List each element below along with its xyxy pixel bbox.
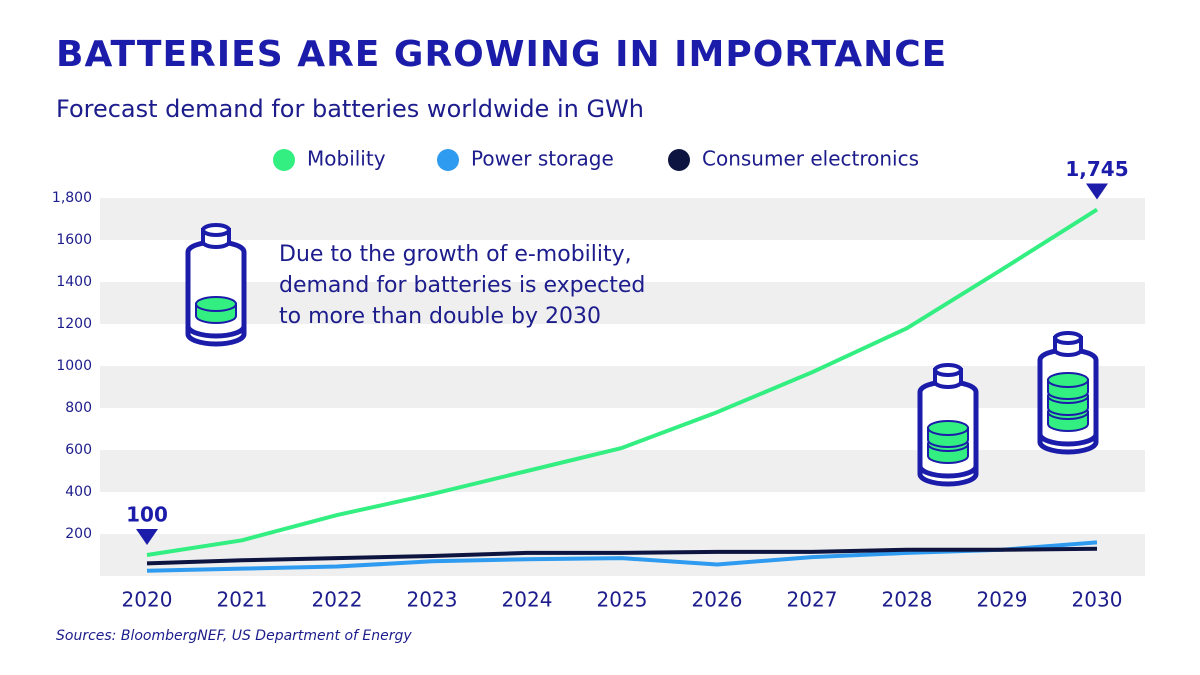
x-tick-label: 2026: [692, 588, 743, 612]
label-pointer: [1086, 183, 1108, 200]
x-tick-label: 2025: [597, 588, 648, 612]
chart-title: BATTERIES ARE GROWING IN IMPORTANCE: [56, 34, 947, 75]
series-line: [146, 546, 1098, 566]
battery-icon: [188, 225, 244, 344]
y-tick-label: 1400: [56, 274, 92, 290]
y-tick-label: 800: [65, 400, 92, 416]
legend-marker: [273, 149, 295, 171]
annotation: Due to the growth of e-mobility,: [279, 242, 632, 267]
label-pointer: [136, 529, 158, 545]
x-tick-label: 2023: [407, 588, 458, 612]
y-tick-label: 1200: [56, 316, 92, 332]
source-note: Sources: BloombergNEF, US Department of …: [56, 628, 412, 644]
y-tick-label: 400: [65, 484, 92, 500]
x-tick-label: 2030: [1072, 588, 1123, 612]
battery-icon: [1040, 333, 1096, 452]
y-tick-label: 1,800: [52, 190, 92, 206]
chart-subtitle: Forecast demand for batteries worldwide …: [56, 95, 644, 123]
legend-label: Mobility: [307, 147, 386, 171]
data-label: 100: [126, 503, 168, 527]
legend-marker: [437, 149, 459, 171]
x-tick-label: 2029: [977, 588, 1028, 612]
legend-label: Consumer electronics: [702, 147, 919, 171]
x-tick-label: 2020: [122, 588, 173, 612]
grid-band: [100, 366, 1145, 408]
grid-band: [100, 450, 1145, 492]
data-label: 1,745: [1065, 157, 1128, 181]
x-tick-label: 2024: [502, 588, 553, 612]
x-tick-label: 2022: [312, 588, 363, 612]
y-tick-label: 1600: [56, 232, 92, 248]
series-line: [146, 540, 1098, 573]
x-tick-label: 2028: [882, 588, 933, 612]
x-tick-label: 2021: [217, 588, 268, 612]
series-line: [146, 207, 1099, 557]
battery-icon: [920, 365, 976, 484]
y-tick-label: 200: [65, 526, 92, 542]
annotation: to more than double by 2030: [279, 304, 601, 329]
x-tick-label: 2027: [787, 588, 838, 612]
grid-band: [100, 198, 1145, 240]
annotation: demand for batteries is expected: [279, 273, 645, 298]
legend-label: Power storage: [471, 147, 614, 171]
legend-marker: [668, 149, 690, 171]
y-tick-label: 600: [65, 442, 92, 458]
y-tick-label: 1000: [56, 358, 92, 374]
